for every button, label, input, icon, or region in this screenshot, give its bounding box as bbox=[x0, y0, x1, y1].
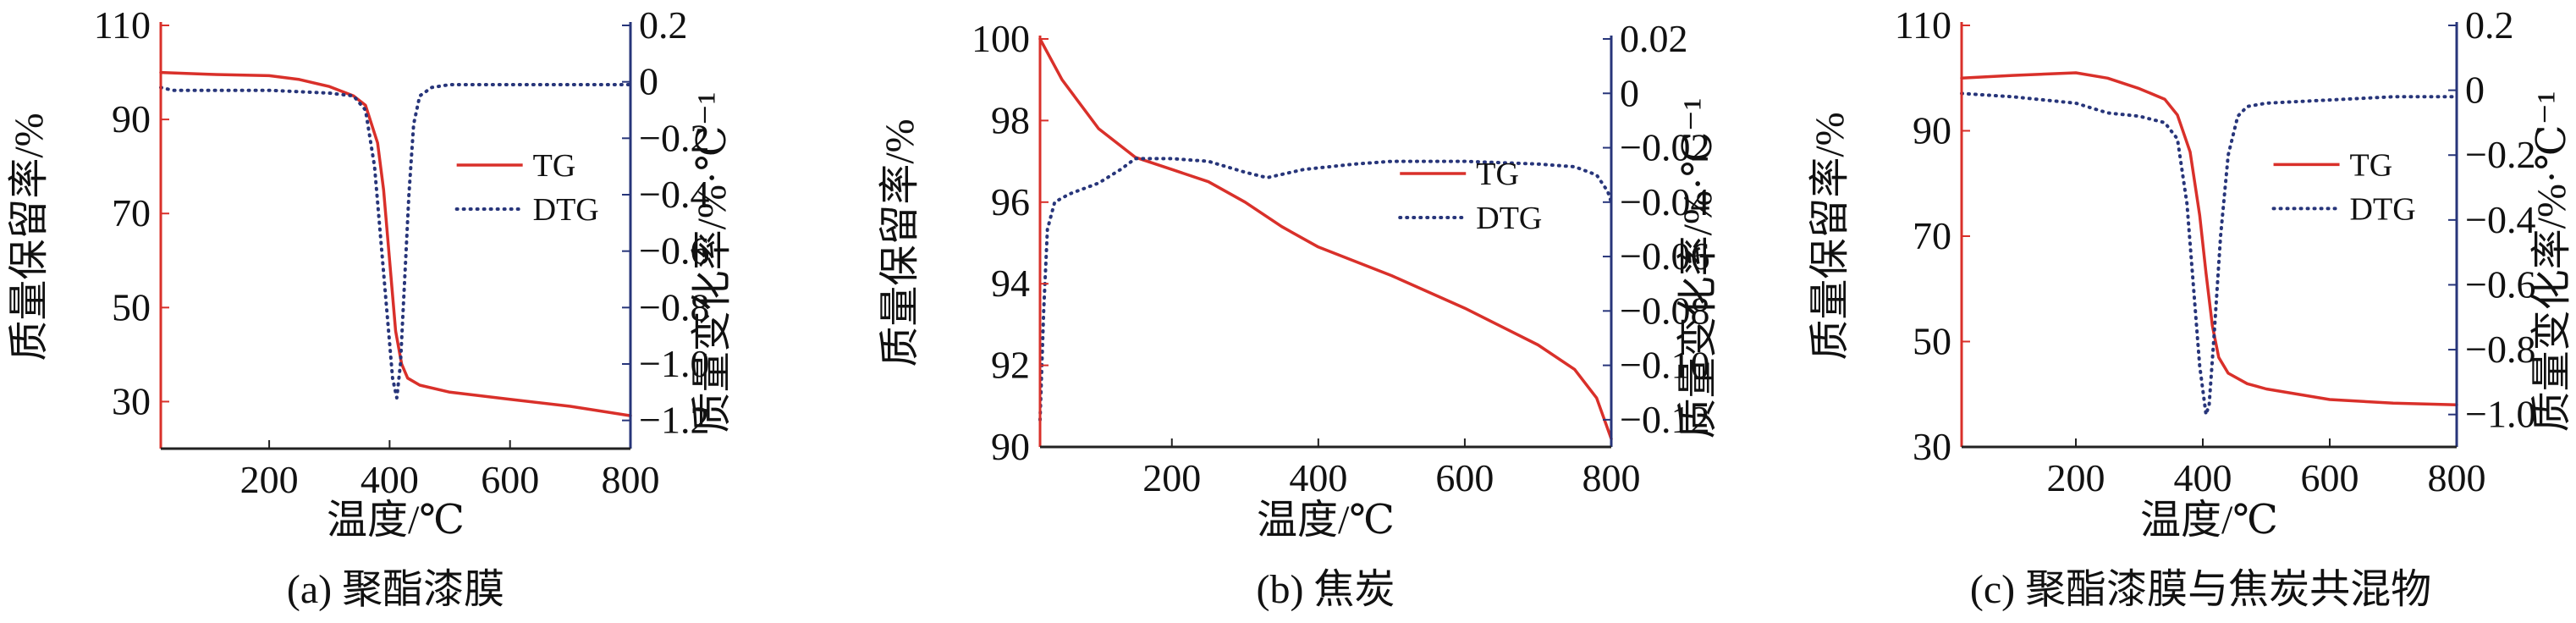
y-tick-label: 70 bbox=[1913, 214, 1951, 257]
legend-swatches-c bbox=[2271, 163, 2342, 211]
y-tick-label: 50 bbox=[112, 285, 151, 328]
y2-tick-label: −0.4 bbox=[2465, 198, 2535, 241]
y-axis-label-b: 质量保留率/% bbox=[878, 119, 922, 367]
y2-ticks-b: 0.02 0 −0.02 −0.04 −0.06 −0.08 −0.10 −0.12 bbox=[1603, 17, 1709, 441]
tg-series-line bbox=[1038, 37, 1613, 441]
chart-panel-a: 200 400 600 800 30 50 70 90 110 0.2 0 −0.2 −0.4 −0.… bbox=[7, 3, 735, 612]
x-axis-label-c: 温度/℃ bbox=[2140, 498, 2278, 543]
x-tick-label: 600 bbox=[2301, 456, 2359, 499]
y-axis-label-a: 质量保留率/% bbox=[7, 113, 52, 361]
dtg-line-b bbox=[1038, 157, 1613, 422]
legend-swatches-b bbox=[1398, 172, 1468, 220]
dtg-line-a bbox=[159, 83, 632, 400]
y2-tick-label: 0 bbox=[1620, 71, 1639, 114]
y-ticks-b: 90 92 94 96 98 100 bbox=[972, 17, 1049, 468]
caption-b: (b) 焦炭 bbox=[1257, 567, 1395, 612]
x-tick-label: 400 bbox=[1289, 456, 1347, 499]
dtg-line-c bbox=[1960, 91, 2458, 416]
y-tick-label: 92 bbox=[991, 344, 1030, 387]
y2-tick-label: −0.12 bbox=[1620, 398, 1709, 441]
x-tick-label: 800 bbox=[2428, 456, 2486, 499]
tg-series-line bbox=[159, 70, 632, 417]
axes-b bbox=[1038, 36, 1613, 449]
y-tick-label: 110 bbox=[94, 3, 151, 47]
legend-dtg-label-a: DTG bbox=[533, 192, 599, 228]
y-axis-label-c: 质量保留率/% bbox=[1808, 112, 1852, 360]
axes-c bbox=[1960, 22, 2458, 449]
y2-tick-label: −0.2 bbox=[2465, 133, 2535, 176]
y2-tick-label: 0 bbox=[2465, 69, 2485, 112]
tg-line-b bbox=[1038, 37, 1613, 441]
x-ticks-c: 200 400 600 800 bbox=[2047, 438, 2486, 499]
y-tick-label: 90 bbox=[1913, 109, 1951, 152]
y-ticks-c: 30 50 70 90 110 bbox=[1895, 3, 1970, 468]
y2-axis-label-b: 质量变化率/%·℃⁻¹ bbox=[1676, 98, 1716, 439]
x-ticks-b: 200 400 600 800 bbox=[1142, 438, 1641, 499]
y2-tick-label: −0.8 bbox=[639, 285, 709, 328]
y2-tick-label: −0.02 bbox=[1620, 126, 1709, 169]
y-tick-label: 30 bbox=[112, 379, 151, 422]
y2-ticks-c: 0.2 0 −0.2 −0.4 −0.6 −0.8 −1.0 bbox=[2448, 3, 2535, 436]
legend-tg-label-b: TG bbox=[1476, 157, 1519, 192]
y2-tick-label: 0.2 bbox=[2465, 3, 2514, 47]
x-tick-label: 600 bbox=[481, 458, 539, 501]
x-tick-label: 400 bbox=[2174, 456, 2232, 499]
x-tick-label: 800 bbox=[1582, 456, 1641, 499]
y-tick-label: 50 bbox=[1913, 320, 1951, 363]
dtg-series-line bbox=[159, 83, 632, 400]
x-tick-label: 200 bbox=[1142, 456, 1201, 499]
y2-tick-label: −0.6 bbox=[2465, 262, 2535, 306]
y2-axis-label-a: 质量变化率/%·℃⁻¹ bbox=[690, 92, 735, 433]
x-tick-label: 800 bbox=[602, 458, 660, 501]
legend-dtg-label-c: DTG bbox=[2350, 191, 2416, 227]
caption-c: (c) 聚酯漆膜与焦炭共混物 bbox=[1970, 567, 2431, 612]
y2-tick-label: −0.2 bbox=[639, 116, 709, 159]
y2-tick-label: 0.2 bbox=[639, 3, 688, 47]
y2-tick-label: −0.4 bbox=[639, 173, 709, 216]
y2-axis-label-c: 质量变化率/%·℃⁻¹ bbox=[2529, 91, 2574, 433]
legend-swatches-a bbox=[454, 163, 525, 211]
y-tick-label: 110 bbox=[1895, 3, 1951, 47]
y2-ticks-a: 0.2 0 −0.2 −0.4 −0.6 −0.8 −1.0 −1.2 bbox=[622, 3, 709, 442]
y-tick-label: 30 bbox=[1913, 425, 1951, 468]
tg-line-c bbox=[1960, 71, 2458, 406]
x-tick-label: 600 bbox=[1435, 456, 1494, 499]
y2-tick-label: −0.8 bbox=[2465, 328, 2535, 371]
y-tick-label: 100 bbox=[972, 17, 1030, 60]
y-tick-label: 96 bbox=[991, 180, 1030, 223]
y-tick-label: 94 bbox=[991, 262, 1030, 305]
y-tick-label: 90 bbox=[112, 97, 151, 141]
x-axis-label-a: 温度/℃ bbox=[327, 498, 465, 543]
tg-line-a bbox=[159, 70, 632, 417]
chart-panel-b: 200 400 600 800 90 92 94 96 98 100 0.02 0 −0.02 −0.… bbox=[878, 17, 1716, 612]
caption-a: (a) 聚酯漆膜 bbox=[287, 567, 504, 612]
chart-panel-c: 200 400 600 800 30 50 70 90 110 0.2 0 −0.2 −0.4 −0.… bbox=[1808, 3, 2574, 612]
dtg-series-line bbox=[1038, 157, 1613, 422]
y2-tick-label: 0.02 bbox=[1620, 17, 1688, 60]
y2-tick-label: −1.0 bbox=[2465, 393, 2535, 436]
x-tick-label: 200 bbox=[2047, 456, 2105, 499]
y2-tick-label: −0.10 bbox=[1620, 344, 1709, 387]
y2-tick-label: −1.0 bbox=[639, 342, 709, 385]
y2-tick-label: −1.2 bbox=[639, 399, 709, 442]
y-ticks-a: 30 50 70 90 110 bbox=[94, 3, 169, 422]
y2-tick-label: −0.08 bbox=[1620, 289, 1709, 332]
x-tick-label: 400 bbox=[361, 458, 419, 501]
x-tick-label: 200 bbox=[240, 458, 299, 501]
y2-tick-label: 0 bbox=[639, 60, 658, 103]
legend-tg-label-c: TG bbox=[2350, 147, 2393, 183]
y2-tick-label: −0.6 bbox=[639, 229, 709, 273]
y-tick-label: 98 bbox=[991, 98, 1030, 141]
tg-series-line bbox=[1960, 71, 2458, 406]
y-tick-label: 70 bbox=[112, 191, 151, 234]
x-axis-label-b: 温度/℃ bbox=[1257, 498, 1395, 543]
legend-tg-label-a: TG bbox=[533, 148, 576, 184]
legend-dtg-label-b: DTG bbox=[1476, 201, 1542, 236]
y-tick-label: 90 bbox=[991, 425, 1030, 468]
y2-tick-label: −0.06 bbox=[1620, 234, 1709, 278]
dtg-series-line bbox=[1960, 91, 2458, 416]
axes-a bbox=[159, 22, 632, 450]
y2-tick-label: −0.04 bbox=[1620, 180, 1709, 223]
